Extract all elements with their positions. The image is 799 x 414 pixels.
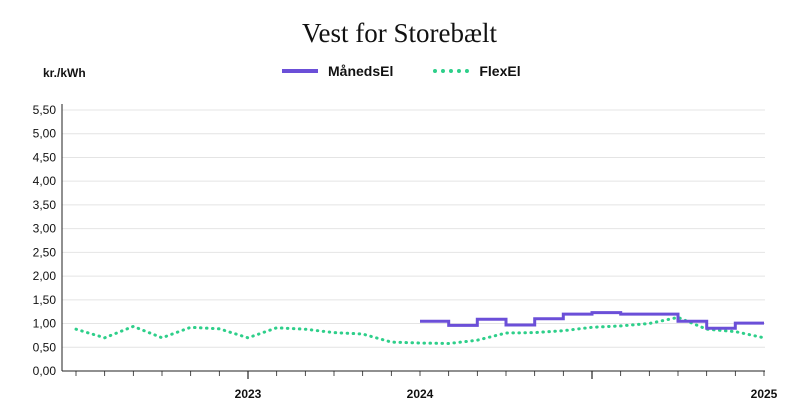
- y-axis-unit-label: kr./kWh: [43, 66, 86, 80]
- y-tick-label: 5,00: [33, 127, 57, 141]
- y-tick-label: 3,50: [33, 198, 57, 212]
- y-tick-label: 4,50: [33, 150, 57, 164]
- x-year-label: 2023: [235, 387, 262, 401]
- series-layer: [74, 311, 766, 346]
- y-tick-label: 0,00: [33, 364, 57, 378]
- legend-swatch-solid: [282, 69, 318, 73]
- y-tick-label: 5,50: [33, 103, 57, 117]
- legend-label-manedsel: MånedsEl: [328, 63, 394, 79]
- legend-item-flexel: FlexEl: [433, 63, 521, 79]
- x-year-label: 2025: [751, 387, 778, 401]
- legend-label-flexel: FlexEl: [479, 63, 521, 79]
- y-tick-label: 0,50: [33, 340, 57, 354]
- chart-title: Vest for Storebælt: [302, 18, 497, 48]
- legend-swatch-dotted: [433, 69, 470, 73]
- y-tick-label: 4,00: [33, 174, 57, 188]
- y-tick-label: 2,50: [33, 245, 57, 259]
- series-line-flexel: [74, 315, 766, 346]
- y-tick-label: 1,50: [33, 293, 57, 307]
- axis-layer: 0,00 0,50 1,00 1,50 2,00 2,50 3,00 3,50 4,00 4,50…: [33, 103, 778, 401]
- y-tick-label: 3,00: [33, 222, 57, 236]
- x-year-label: 2024: [407, 387, 434, 401]
- series-line-manedsel: [420, 311, 764, 330]
- y-tick-label: 2,00: [33, 269, 57, 283]
- grid-layer: [62, 109, 765, 348]
- legend: MånedsEl FlexEl: [282, 63, 561, 79]
- y-tick-label: 1,00: [33, 317, 57, 331]
- legend-item-manedsel: MånedsEl: [282, 63, 393, 79]
